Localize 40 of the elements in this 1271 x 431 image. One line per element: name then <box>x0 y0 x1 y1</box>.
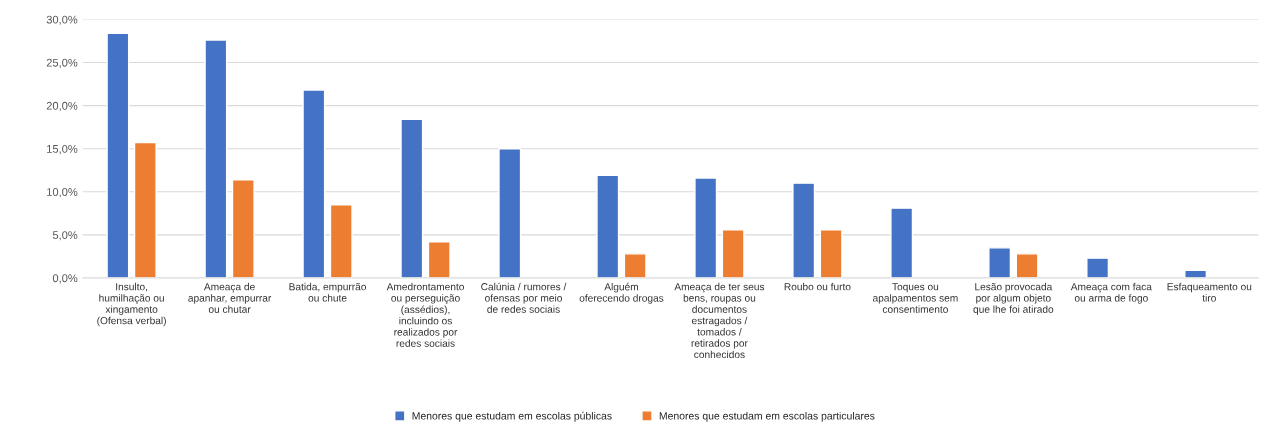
x-tick-label: Calúnia / rumores / ofensas por meio de redes sociais <box>481 282 567 313</box>
bar <box>400 118 424 278</box>
bar <box>792 182 816 278</box>
x-tick-label: Ameaça com faca ou arma de fogo <box>1070 282 1152 304</box>
x-tick-label: Lesão provocada por algum objeto que lhe foi atirado <box>973 282 1054 315</box>
bar <box>596 174 620 278</box>
bar <box>204 39 228 278</box>
bar <box>1015 253 1039 278</box>
x-tick-label: Alguém oferecendo drogas <box>579 282 664 304</box>
x-tick-label: Toques ou apalpamentos sem consentimento <box>872 283 958 313</box>
x-tick-label: Ameaça de ter seus bens, roupas ou documentos estragados / tomados / retirados por conhecidos <box>674 282 765 359</box>
bar <box>231 179 255 278</box>
y-tick-label: 25,0% <box>46 58 78 68</box>
bar <box>721 229 745 278</box>
y-tick-label: 5,0% <box>52 231 78 241</box>
y-tick-label: 20,0% <box>46 101 78 112</box>
bar <box>329 204 353 278</box>
bar <box>106 32 130 278</box>
x-tick-label: Batida, empurrão ou chute <box>289 282 367 302</box>
bar <box>890 207 914 278</box>
bar <box>133 141 157 278</box>
legend-label: Menores que estudam em escolas particulares <box>659 411 875 422</box>
legend-label: Menores que estudam em escolas públicas <box>412 411 612 422</box>
bar <box>623 253 647 278</box>
bar <box>694 177 718 278</box>
x-tick-label: Esfaqueamento ou tiro <box>1167 282 1252 302</box>
y-tick-label: 15,0% <box>47 144 78 155</box>
bar <box>427 241 451 278</box>
x-tick-label: Ameaça de apanhar, empurrar ou chutar <box>188 282 272 313</box>
x-tick-label: Roubo ou furto <box>784 282 851 291</box>
bar <box>498 147 522 278</box>
x-tick-label: Insulto, humilhação ou xingamento (Ofensa verbal) <box>97 282 166 327</box>
y-tick-label: 10,0% <box>47 188 78 198</box>
bar <box>302 89 326 278</box>
bar <box>1086 257 1110 278</box>
y-tick-label: 30,0% <box>46 15 78 25</box>
y-tick-label: 0,0% <box>52 274 78 284</box>
x-tick-label: Amedrontamento ou perseguição (assédios), incluindo os realizados por redes sociais <box>386 282 464 347</box>
bar <box>988 247 1012 278</box>
bar <box>819 229 843 278</box>
